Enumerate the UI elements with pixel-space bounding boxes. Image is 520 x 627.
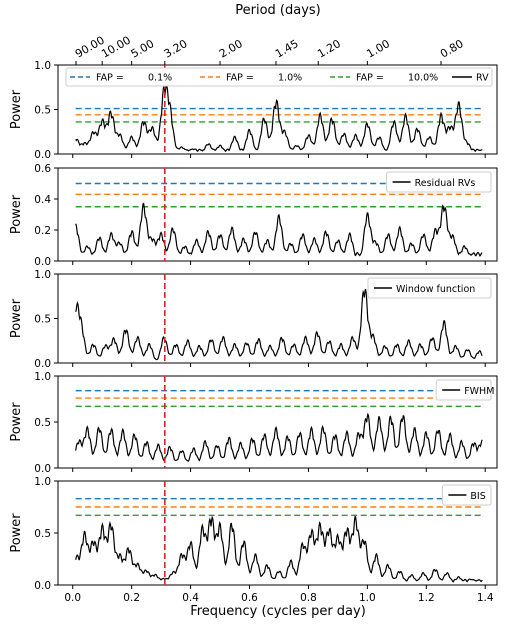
panels: 0.0 0.5 1.0 Power FAP = 0.1% FAP = 1.0% FAP = 10.… [9, 60, 498, 604]
legend-label: 10.0% [408, 73, 438, 84]
legend-label: 1.0% [278, 73, 302, 84]
series-line [75, 515, 483, 583]
y-tick-label: 0.5 [34, 417, 51, 429]
y-tick-label: 1.0 [34, 476, 51, 488]
x-tick-label: 0.0 [64, 592, 81, 604]
legend: FWHM [435, 379, 494, 401]
y-tick-label: 0.5 [34, 105, 51, 117]
y-axis-title: Power [9, 298, 24, 338]
x-axis-title: Frequency (cycles per day) [190, 604, 366, 619]
top-tick-label: 1.20 [315, 37, 343, 61]
top-tick-label: 2.00 [217, 37, 245, 61]
legend: FAP = 0.1% FAP = 1.0% FAP = 10.0% RV [65, 67, 493, 87]
legend-label: Window function [396, 284, 475, 295]
legend-label: FAP = [356, 73, 384, 84]
panel-4: 0.0 0.5 1.0 Power FWHM [9, 371, 498, 475]
y-axis-title: Power [9, 402, 24, 442]
y-axis-title: Power [9, 89, 24, 129]
panel-5: 0.0 0.5 1.0 0.0 0.2 0.4 0.6 0.8 1.0 1.2 1.4 Power BI… [9, 476, 498, 604]
legend-box [441, 484, 492, 506]
legend-box [65, 67, 493, 87]
panel-1: 0.0 0.5 1.0 Power FAP = 0.1% FAP = 1.0% FAP = 10.… [9, 60, 498, 161]
series-line [75, 412, 483, 462]
top-tick-label: 10.00 [99, 34, 133, 61]
x-tick-label: 0.6 [241, 592, 258, 604]
legend-label: RV [476, 73, 489, 84]
y-tick-label: 0.2 [34, 225, 51, 237]
y-tick-label: 1.0 [34, 269, 51, 281]
series-line [75, 83, 483, 153]
legend-label: BIS [470, 491, 485, 502]
legend-label: Residual RVs [415, 178, 476, 189]
x-tick-label: 0.2 [123, 592, 140, 604]
legend-label: FAP = [96, 73, 124, 84]
y-tick-label: 0.0 [34, 256, 51, 268]
y-tick-label: 0.0 [34, 149, 51, 161]
y-tick-label: 0.0 [34, 580, 51, 592]
axes-frame [57, 167, 498, 262]
legend-box [386, 171, 492, 193]
y-tick-label: 0.5 [34, 528, 51, 540]
legend: Residual RVs [386, 171, 492, 193]
x-tick-label: 0.8 [300, 592, 317, 604]
axes-frame [57, 480, 498, 586]
y-tick-label: 1.0 [34, 371, 51, 383]
top-tick-label: 0.80 [438, 37, 466, 61]
legend: Window function [367, 277, 492, 299]
panel-3: 0.0 0.5 1.0 Power Window function [9, 269, 498, 370]
y-tick-label: 0.4 [34, 194, 51, 206]
series-line [75, 288, 483, 361]
top-tick-label: 1.00 [364, 37, 392, 61]
y-tick-label: 0.0 [34, 463, 51, 475]
series-line [75, 202, 483, 257]
y-tick-label: 0.0 [34, 358, 51, 370]
y-tick-label: 0.6 [34, 163, 51, 175]
top-tick-label: 1.45 [273, 37, 301, 61]
legend-label: 0.1% [148, 73, 172, 84]
y-tick-label: 1.0 [34, 60, 51, 72]
legend-box [435, 379, 492, 401]
legend-box [367, 277, 492, 299]
x-tick-label: 0.4 [182, 592, 199, 604]
legend-label: FWHM [464, 386, 494, 397]
x-tick-label: 1.0 [359, 592, 376, 604]
x-tick-label: 1.2 [418, 592, 435, 604]
top-tick-label: 3.20 [162, 37, 190, 61]
top-axis-title: Period (days) [235, 3, 321, 18]
y-tick-label: 0.5 [34, 314, 51, 326]
top-tick-label: 5.00 [129, 37, 157, 61]
panel-2: 0.0 0.2 0.4 0.6 Power Residual RVs [9, 163, 498, 268]
y-axis-title: Power [9, 194, 24, 234]
y-axis-title: Power [9, 513, 24, 553]
x-tick-label: 1.4 [477, 592, 494, 604]
legend-label: FAP = [226, 73, 254, 84]
legend: BIS [441, 484, 492, 506]
